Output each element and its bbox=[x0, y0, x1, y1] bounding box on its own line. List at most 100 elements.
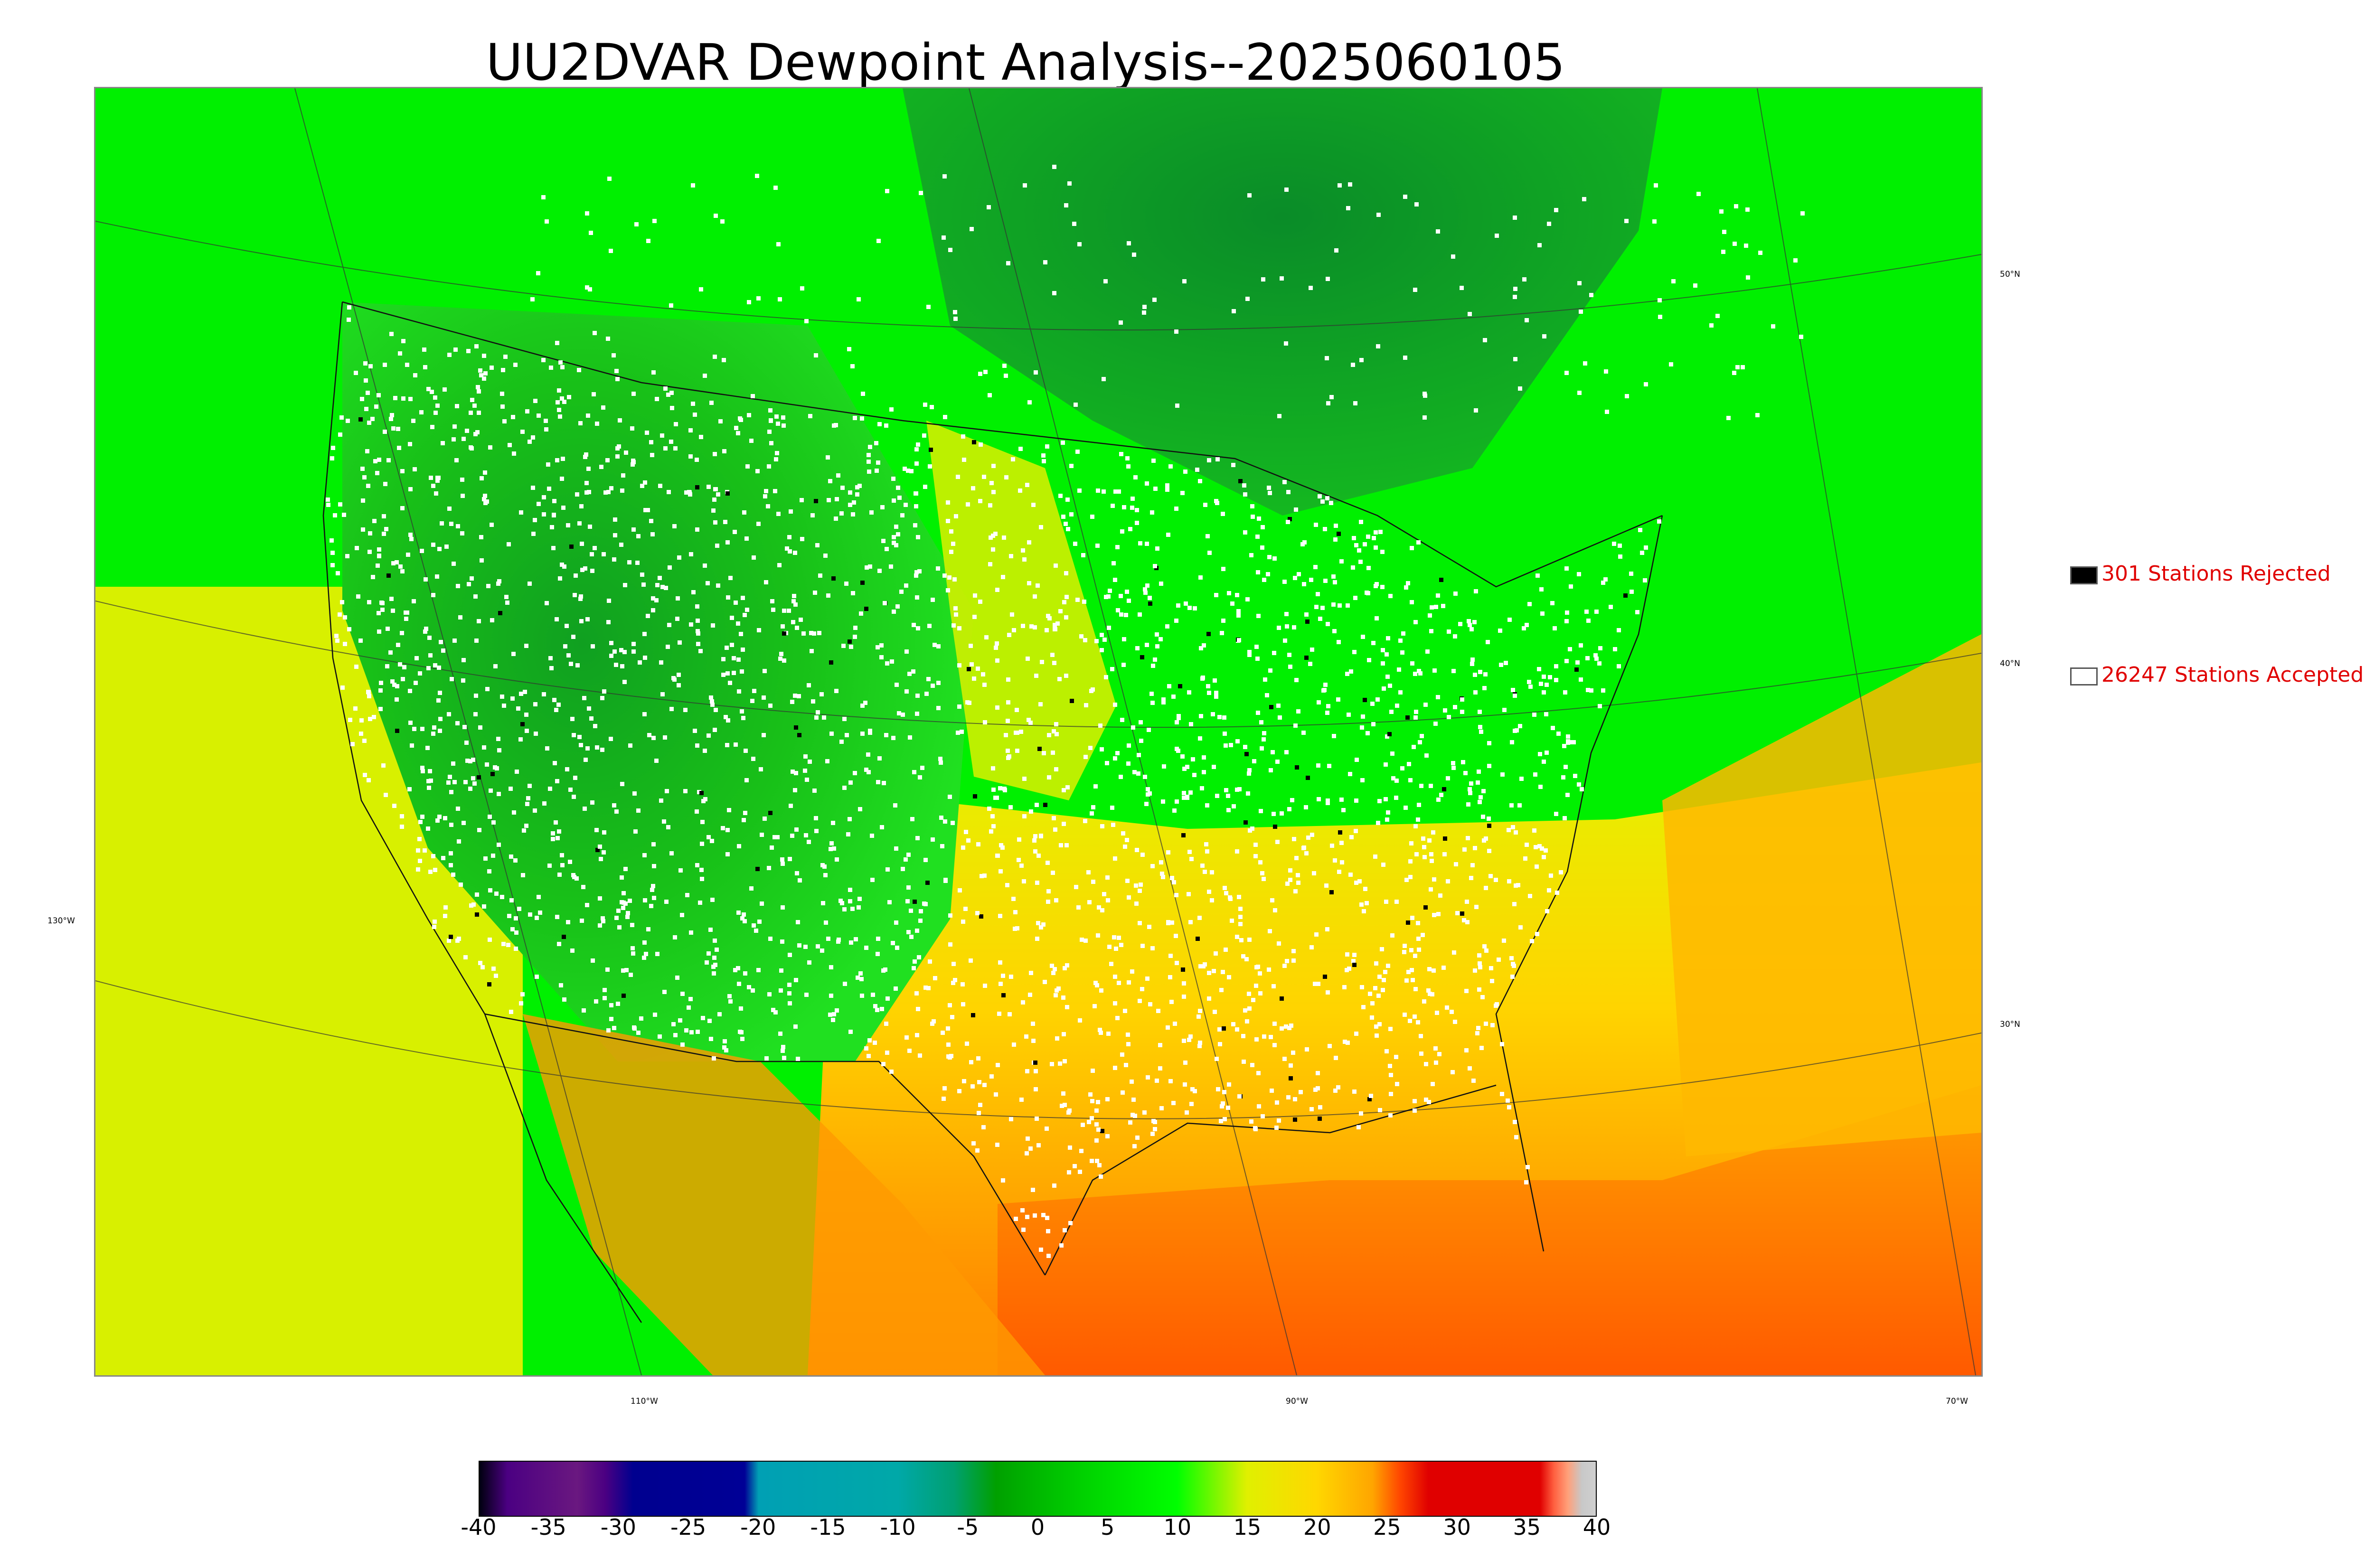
station-accepted bbox=[1138, 921, 1142, 925]
station-accepted bbox=[607, 599, 611, 603]
station-accepted bbox=[1196, 1014, 1201, 1019]
map-panel bbox=[94, 87, 1983, 1377]
station-accepted bbox=[1411, 978, 1415, 982]
station-accepted bbox=[1247, 650, 1252, 654]
station-accepted bbox=[1203, 503, 1207, 507]
station-accepted bbox=[585, 211, 589, 216]
station-accepted bbox=[1029, 809, 1033, 814]
station-accepted bbox=[740, 669, 744, 674]
station-accepted bbox=[698, 649, 703, 653]
station-accepted bbox=[1236, 609, 1241, 613]
station-accepted bbox=[1378, 530, 1383, 534]
station-accepted bbox=[1220, 1104, 1224, 1108]
station-accepted bbox=[768, 937, 772, 941]
station-accepted bbox=[1313, 565, 1318, 569]
lon-label-130w: 130°W bbox=[47, 916, 75, 926]
station-accepted bbox=[991, 547, 995, 552]
station-accepted bbox=[1462, 847, 1467, 852]
station-accepted bbox=[565, 767, 569, 771]
station-accepted bbox=[1478, 725, 1482, 729]
station-accepted bbox=[1130, 1080, 1134, 1084]
station-accepted bbox=[1026, 1136, 1030, 1141]
station-accepted bbox=[759, 767, 763, 771]
station-accepted bbox=[1374, 1024, 1378, 1029]
station-accepted bbox=[347, 305, 351, 310]
station-accepted bbox=[820, 692, 824, 696]
station-accepted bbox=[736, 657, 741, 662]
station-accepted bbox=[1288, 868, 1292, 873]
station-accepted bbox=[1365, 901, 1369, 905]
station-accepted bbox=[397, 446, 401, 450]
station-accepted bbox=[426, 387, 431, 391]
station-accepted bbox=[1095, 1159, 1099, 1163]
station-accepted bbox=[447, 939, 451, 943]
station-accepted bbox=[891, 736, 895, 740]
station-accepted bbox=[623, 583, 627, 587]
station-accepted bbox=[781, 862, 785, 866]
station-accepted bbox=[521, 873, 525, 877]
station-accepted bbox=[664, 586, 668, 590]
station-accepted bbox=[1434, 605, 1438, 609]
station-accepted bbox=[462, 821, 466, 825]
station-accepted bbox=[1211, 712, 1215, 716]
station-accepted bbox=[1436, 229, 1440, 234]
station-accepted bbox=[557, 829, 561, 834]
station-accepted bbox=[1249, 1119, 1253, 1124]
station-accepted bbox=[1100, 747, 1104, 751]
station-accepted bbox=[1635, 610, 1639, 614]
station-accepted bbox=[687, 1005, 691, 1010]
station-accepted bbox=[829, 732, 834, 736]
station-accepted bbox=[1425, 649, 1430, 654]
colorbar-tick-label: 15 bbox=[1233, 1514, 1262, 1540]
station-accepted bbox=[1067, 181, 1072, 186]
station-accepted bbox=[1261, 1114, 1265, 1118]
station-accepted bbox=[1127, 241, 1131, 245]
station-accepted bbox=[1314, 605, 1319, 609]
station-accepted bbox=[1227, 591, 1231, 595]
station-accepted bbox=[977, 1111, 981, 1115]
station-accepted bbox=[767, 992, 772, 996]
station-accepted bbox=[721, 657, 725, 661]
station-accepted bbox=[1301, 731, 1306, 735]
station-rejected bbox=[1352, 963, 1357, 967]
station-accepted bbox=[428, 870, 433, 874]
station-accepted bbox=[376, 563, 380, 568]
station-accepted bbox=[970, 227, 974, 231]
station-accepted bbox=[438, 717, 443, 721]
station-accepted bbox=[1577, 782, 1581, 787]
station-accepted bbox=[544, 419, 548, 423]
station-accepted bbox=[1301, 846, 1306, 850]
station-accepted bbox=[1245, 597, 1250, 601]
station-accepted bbox=[1453, 705, 1457, 709]
station-accepted bbox=[1095, 983, 1099, 987]
station-accepted bbox=[430, 425, 434, 429]
station-accepted bbox=[897, 496, 902, 500]
station-accepted bbox=[1414, 852, 1419, 856]
station-accepted bbox=[438, 729, 442, 733]
station-accepted bbox=[1145, 542, 1149, 546]
station-accepted bbox=[631, 460, 636, 464]
station-accepted bbox=[1135, 508, 1139, 512]
station-accepted bbox=[482, 354, 486, 358]
station-accepted bbox=[717, 1012, 722, 1016]
station-accepted bbox=[1366, 731, 1370, 735]
station-accepted bbox=[684, 1028, 688, 1033]
station-accepted bbox=[435, 476, 440, 480]
station-accepted bbox=[688, 997, 693, 1001]
station-accepted bbox=[946, 588, 950, 592]
station-accepted bbox=[805, 778, 809, 782]
station-accepted bbox=[1286, 520, 1290, 524]
station-accepted bbox=[1123, 845, 1127, 849]
station-accepted bbox=[416, 848, 420, 853]
station-accepted bbox=[1064, 571, 1068, 575]
station-accepted bbox=[607, 177, 612, 181]
station-accepted bbox=[850, 907, 855, 911]
station-accepted bbox=[799, 618, 803, 622]
station-accepted bbox=[1429, 852, 1433, 856]
station-accepted bbox=[800, 286, 804, 291]
station-accepted bbox=[1414, 710, 1418, 714]
station-accepted bbox=[1413, 1108, 1417, 1113]
station-accepted bbox=[741, 596, 745, 600]
station-rejected bbox=[1289, 1076, 1293, 1080]
station-accepted bbox=[1430, 605, 1434, 610]
